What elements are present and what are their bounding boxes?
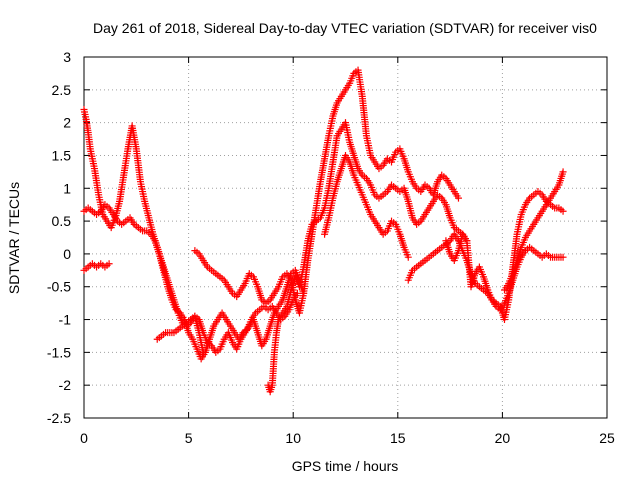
series-track-f (321, 151, 412, 261)
data-point (559, 207, 567, 215)
y-tick-label: -2 (59, 377, 72, 393)
series-track-d (191, 66, 462, 317)
data-point (105, 260, 113, 268)
y-tick-label: -0.5 (47, 279, 71, 295)
series-track-h (442, 188, 567, 324)
gridlines (84, 57, 607, 418)
data-points (80, 66, 567, 396)
series-track-b (80, 201, 301, 363)
data-point (454, 194, 462, 202)
y-tick-label: 3 (63, 49, 71, 65)
y-tick-label: -2.5 (47, 410, 71, 426)
data-point (559, 253, 567, 261)
y-tick-label: 2.5 (52, 82, 72, 98)
plot-frame (83, 56, 608, 419)
data-point (199, 348, 207, 356)
y-tick-label: -1.5 (47, 344, 71, 360)
x-tick-label: 10 (285, 430, 301, 446)
y-tick-label: 1 (63, 180, 71, 196)
series-track-c (80, 260, 207, 356)
chart-title: Day 261 of 2018, Sidereal Day-to-day VTE… (93, 20, 597, 36)
x-axis-label: GPS time / hours (292, 458, 399, 474)
data-point (404, 253, 412, 261)
y-tick-label: 0 (63, 246, 71, 262)
x-tick-label: 5 (185, 430, 193, 446)
series-track-e (264, 119, 471, 396)
y-axis-ticks: -2.5 -2 -1.5 -1 -0.5 0 0.5 1 1.5 2 2.5 3 (47, 49, 607, 426)
series-track-g (404, 230, 567, 314)
x-axis-ticks: 0 5 10 15 20 25 (80, 57, 615, 446)
x-tick-label: 25 (599, 430, 615, 446)
y-tick-label: 2 (63, 115, 71, 131)
y-tick-label: 1.5 (52, 147, 72, 163)
x-tick-label: 0 (80, 430, 88, 446)
series-track-i (500, 168, 567, 294)
data-point (293, 289, 301, 297)
data-point (559, 168, 567, 176)
x-tick-label: 15 (390, 430, 406, 446)
y-tick-label: -1 (59, 312, 72, 328)
x-tick-label: 20 (495, 430, 511, 446)
y-tick-label: 0.5 (52, 213, 72, 229)
y-axis-label: SDTVAR / TECUs (6, 182, 22, 294)
